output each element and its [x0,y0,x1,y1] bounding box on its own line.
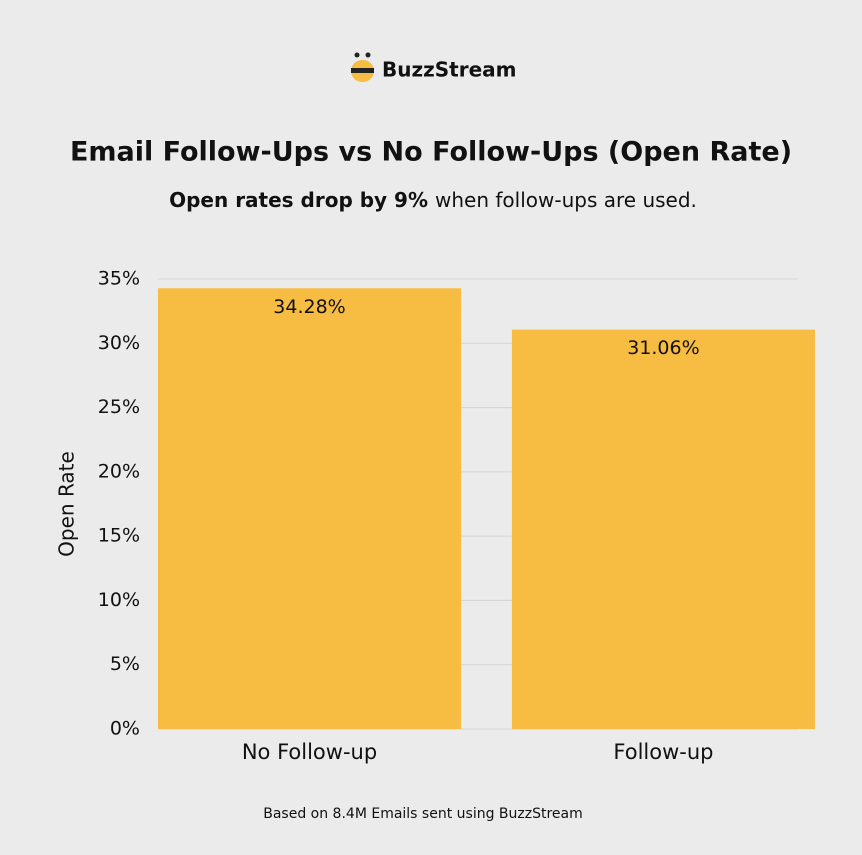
y-tick-label: 35% [98,268,140,290]
x-tick-label: No Follow-up [242,740,377,764]
value-label: 34.28% [273,296,345,318]
y-tick-label: 15% [98,525,140,547]
y-tick-label: 10% [98,589,140,611]
bar [158,288,462,729]
bar [511,329,815,729]
brand-logo [351,52,374,82]
subtitle-text: when follow-ups are used. [435,188,697,212]
subtitle-emphasis: Open rates drop by 9% [169,188,428,212]
y-axis-label: Open Rate [55,451,79,557]
y-tick-label: 5% [110,653,140,675]
x-tick-label: Follow-up [613,740,713,764]
brand-name: BuzzStream [382,58,517,82]
y-tick-label: 0% [110,718,140,740]
footnote: Based on 8.4M Emails sent using BuzzStre… [263,806,583,822]
y-tick-label: 30% [98,332,140,354]
chart-title: Email Follow-Ups vs No Follow-Ups (Open … [70,137,792,168]
chart-subtitle: Open rates drop by 9% when follow-ups are… [169,188,697,212]
bars [158,288,815,729]
y-tick-label: 20% [98,460,140,482]
y-tick-label: 25% [98,396,140,418]
value-label: 31.06% [627,337,699,359]
